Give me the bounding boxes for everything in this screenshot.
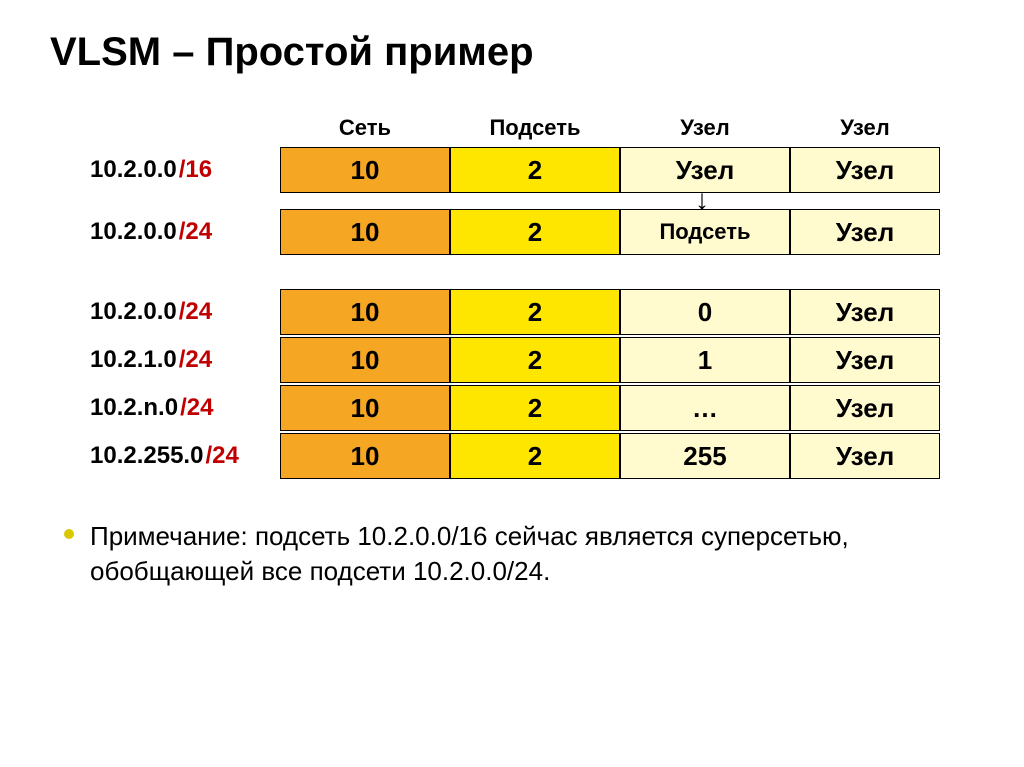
header-spacer [90, 115, 280, 141]
slide: VLSM – Простой пример Сеть Подсеть Узел … [0, 0, 1024, 619]
cell: 2 [450, 385, 620, 431]
cell: 10 [280, 337, 450, 383]
note-wrap: Примечание: подсеть 10.2.0.0/16 сейчас я… [64, 519, 974, 589]
addr-text: 10.2.1.0 [90, 346, 177, 374]
table-row: 10.2.0.0/24102ПодсетьУзел [90, 209, 974, 255]
cell: 2 [450, 147, 620, 193]
section-gap [90, 257, 974, 289]
cell: 10 [280, 433, 450, 479]
note-text: Примечание: подсеть 10.2.0.0/16 сейчас я… [90, 519, 950, 589]
cell: Узел [790, 147, 940, 193]
header-subnet: Подсеть [450, 115, 620, 141]
vlsm-diagram: Сеть Подсеть Узел Узел 10.2.0.0/16102Узе… [90, 115, 974, 479]
cell: 0 [620, 289, 790, 335]
row-label: 10.2.n.0/24 [90, 385, 280, 431]
addr-text: 10.2.0.0 [90, 156, 177, 184]
cell: … [620, 385, 790, 431]
header-net: Сеть [280, 115, 450, 141]
cell: 2 [450, 337, 620, 383]
cell: 10 [280, 147, 450, 193]
cell: 1 [620, 337, 790, 383]
slide-title: VLSM – Простой пример [50, 30, 974, 75]
table-row: 10.2.1.0/241021Узел [90, 337, 974, 383]
prefix-text: /24 [179, 298, 212, 326]
addr-text: 10.2.0.0 [90, 298, 177, 326]
cell: 2 [450, 289, 620, 335]
table-row: 10.2.0.0/241020Узел [90, 289, 974, 335]
row-label: 10.2.255.0/24 [90, 433, 280, 479]
cell: 10 [280, 209, 450, 255]
arrow-gap: ↓ [90, 195, 974, 209]
table-row: 10.2.0.0/16102УзелУзел [90, 147, 974, 193]
cell: Узел [790, 337, 940, 383]
prefix-text: /16 [179, 156, 212, 184]
table-row: 10.2.255.0/24102255Узел [90, 433, 974, 479]
addr-text: 10.2.0.0 [90, 218, 177, 246]
header-row: Сеть Подсеть Узел Узел [90, 115, 974, 141]
cell: Узел [790, 433, 940, 479]
header-host1: Узел [620, 115, 790, 141]
cell: Узел [790, 289, 940, 335]
header-host2: Узел [790, 115, 940, 141]
table-row: 10.2.n.0/24102…Узел [90, 385, 974, 431]
cell: 2 [450, 209, 620, 255]
prefix-text: /24 [179, 218, 212, 246]
cell: Узел [790, 385, 940, 431]
arrow-down-icon: ↓ [695, 193, 709, 207]
row-label: 10.2.1.0/24 [90, 337, 280, 383]
cell: 255 [620, 433, 790, 479]
cell: Подсеть [620, 209, 790, 255]
cell: 2 [450, 433, 620, 479]
section-3: 10.2.0.0/241020Узел10.2.1.0/241021Узел10… [90, 289, 974, 479]
bullet-icon [64, 529, 74, 539]
section-2: 10.2.0.0/24102ПодсетьУзел [90, 209, 974, 255]
prefix-text: /24 [180, 394, 213, 422]
cell: 10 [280, 385, 450, 431]
row-label: 10.2.0.0/16 [90, 147, 280, 193]
row-label: 10.2.0.0/24 [90, 209, 280, 255]
addr-text: 10.2.n.0 [90, 394, 178, 422]
row-label: 10.2.0.0/24 [90, 289, 280, 335]
cell: 10 [280, 289, 450, 335]
section-1: 10.2.0.0/16102УзелУзел [90, 147, 974, 193]
prefix-text: /24 [205, 442, 238, 470]
cell: Узел [790, 209, 940, 255]
prefix-text: /24 [179, 346, 212, 374]
addr-text: 10.2.255.0 [90, 442, 203, 470]
